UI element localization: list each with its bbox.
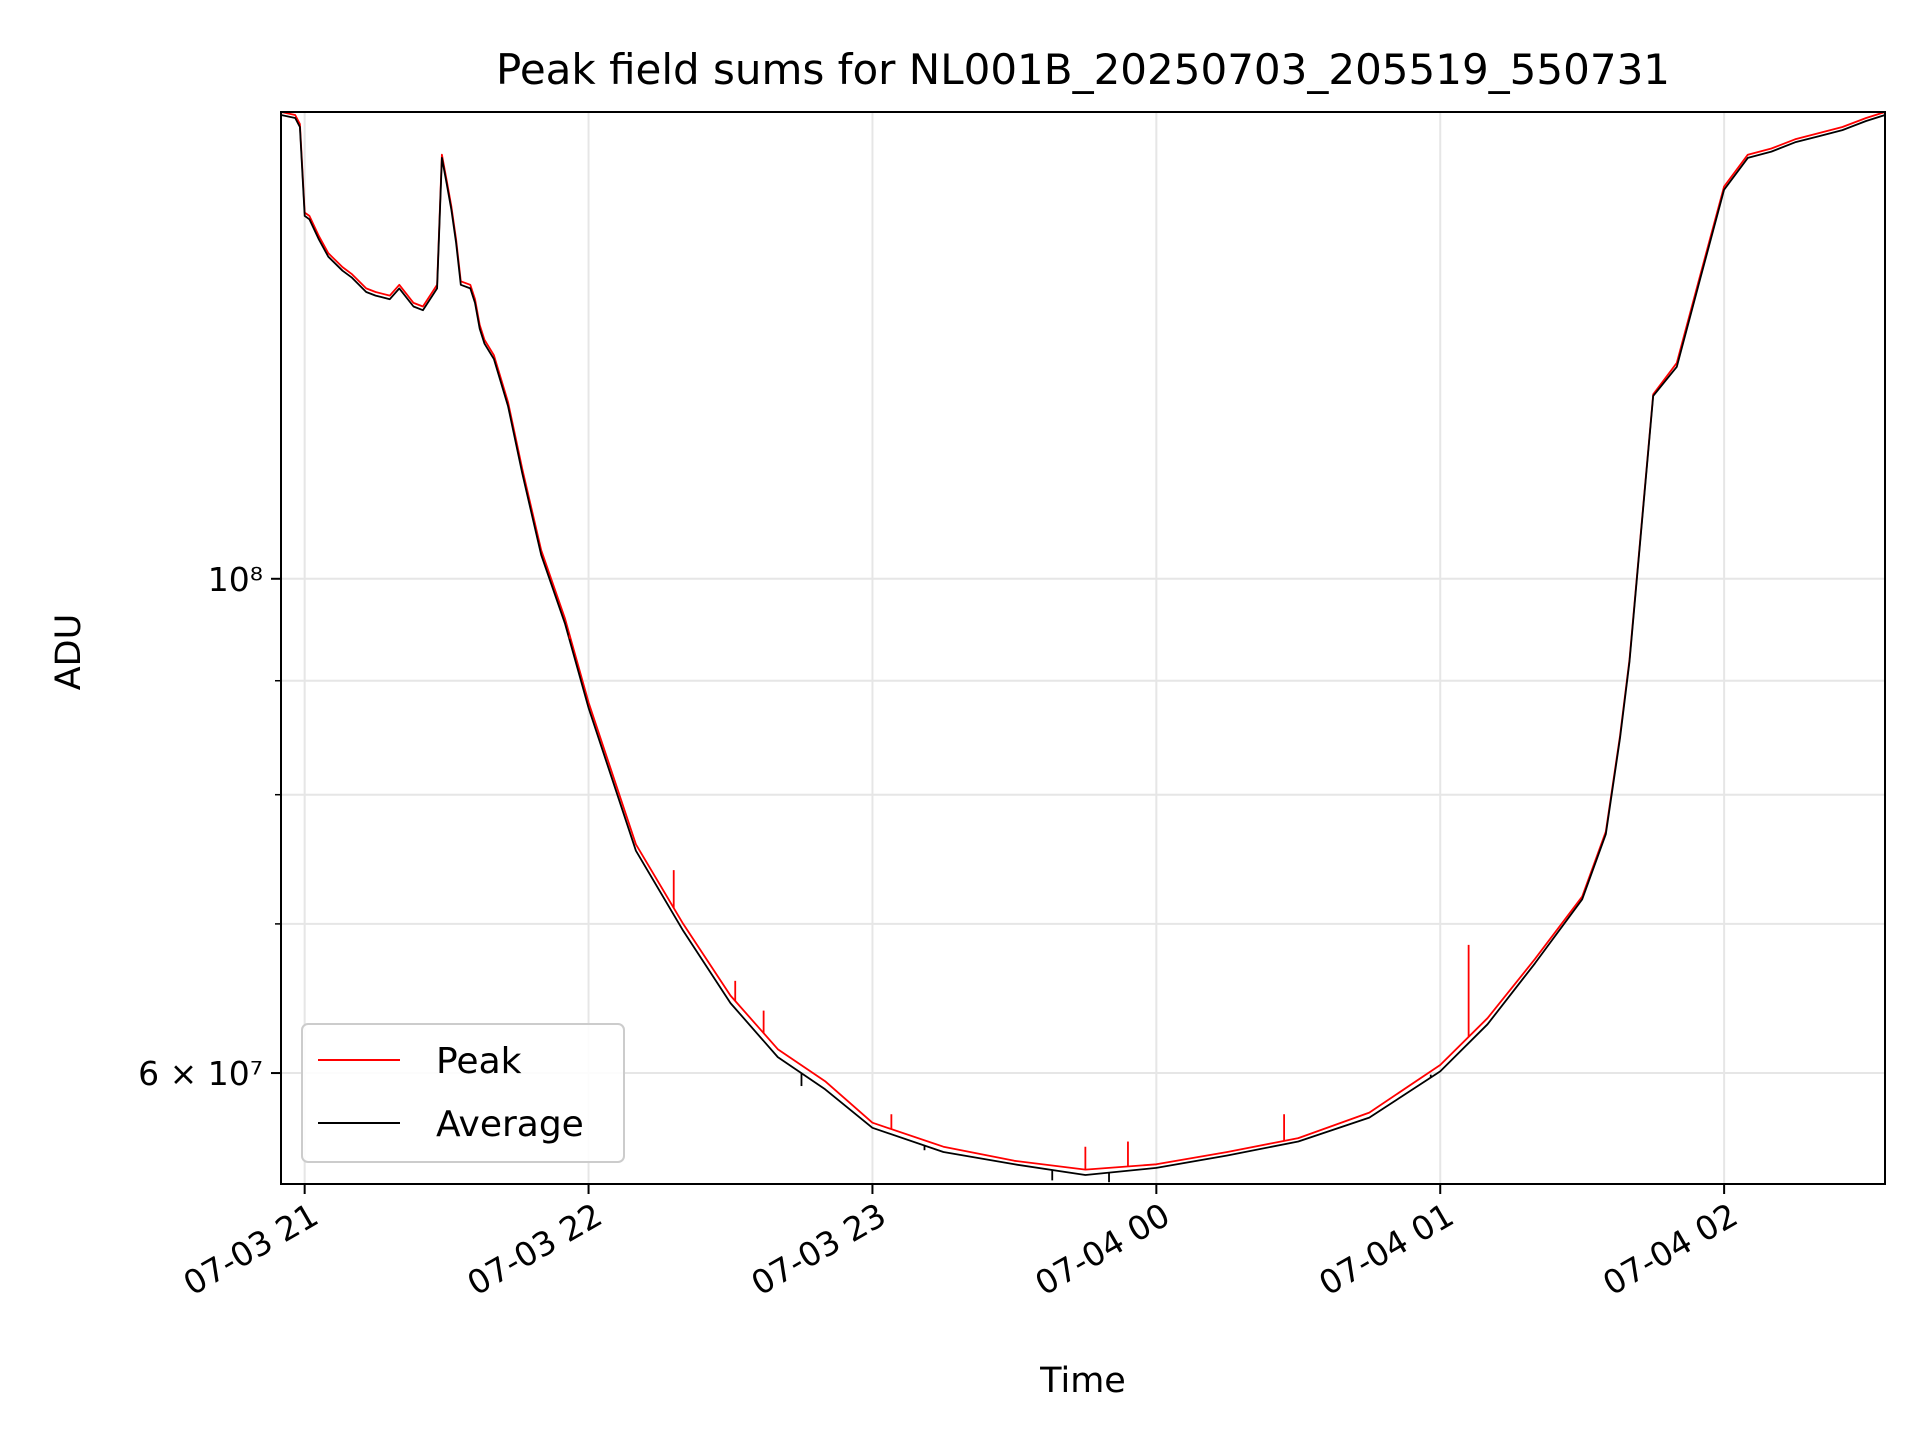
- y-tick-label: 6 × 10⁷: [138, 1054, 263, 1093]
- legend-label-average: Average: [436, 1104, 584, 1145]
- legend: Peak Average: [301, 1023, 625, 1163]
- legend-label-peak: Peak: [436, 1041, 522, 1082]
- series-line-average: [281, 114, 1885, 1176]
- chart-title: Peak field sums for NL001B_20250703_2055…: [496, 45, 1670, 94]
- grid-layer: [281, 112, 1885, 1184]
- axes-frame: [280, 111, 1886, 1185]
- plot-area: [281, 112, 1885, 1183]
- y-tick-label: 10⁸: [208, 560, 263, 599]
- legend-box: [301, 1023, 625, 1163]
- y-axis: 6 × 10⁷ 10⁸: [138, 560, 281, 1093]
- y-axis-label: ADU: [49, 614, 89, 691]
- x-axis-label: Time: [1039, 1361, 1126, 1401]
